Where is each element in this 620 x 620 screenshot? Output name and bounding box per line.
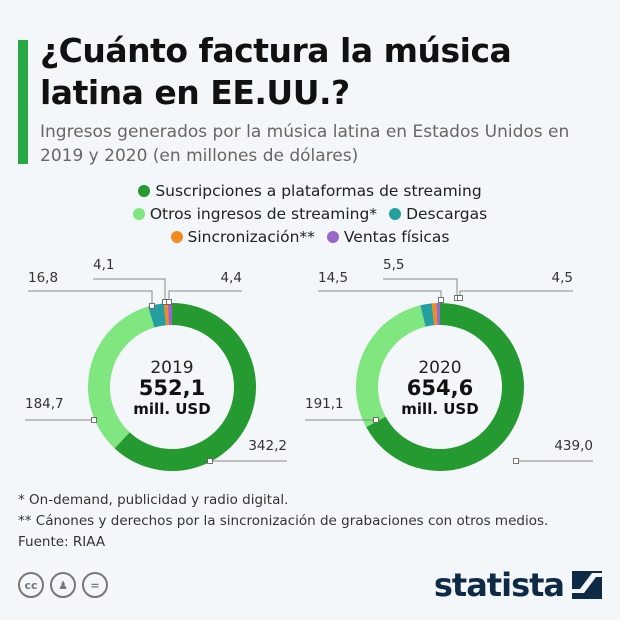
data-label: 191,1 [305,396,344,412]
donut-slice [167,303,172,326]
leader-line [459,290,573,298]
legend-label: Otros ingresos de streaming* [149,205,378,223]
donut-slice [114,303,257,472]
leader-marker [457,295,463,301]
leader-marker [149,303,155,309]
legend-item: Ventas físicas [326,226,450,249]
footnote: * On-demand, publicidad y radio digital. [18,492,289,508]
data-label: 342,2 [248,438,287,454]
legend-label: Descargas [406,205,488,223]
leader-line [28,290,153,306]
leader-marker [513,458,519,464]
leader-marker [207,458,213,464]
footnotes: * On-demand, publicidad y radio digital.… [18,490,548,553]
attribution-icon: ♟ [50,572,76,598]
legend-label: Ventas físicas [343,228,450,246]
donut-slice [163,303,169,326]
center-total: 552,1 [139,376,205,400]
source: Fuente: RIAA [18,534,106,550]
legend-label: Sincronización** [187,228,315,246]
data-label: 14,5 [318,270,348,286]
donut-slice [88,306,155,449]
data-label: 4,4 [221,270,242,286]
center-unit: mill. USD [401,400,478,418]
center-total: 654,6 [407,376,473,400]
data-label: 5,5 [383,257,404,273]
cc-icon: cc [18,572,44,598]
legend-swatch [389,208,402,220]
leader-line [168,290,242,302]
leader-line [93,278,166,302]
legend-swatch [138,185,151,197]
legend-swatch [132,208,145,220]
leader-marker [91,417,97,423]
brand-name: statista [433,566,565,604]
donut-slice [436,303,440,326]
donut-slice [355,305,426,428]
donut-slice [420,303,435,327]
title-accent-bar [18,40,28,164]
legend-swatch [326,231,339,243]
center-year: 2019 [150,358,193,378]
center-year: 2020 [418,358,461,378]
legend-swatch [170,231,183,243]
subtitle: Ingresos generados por la música latina … [40,122,570,166]
data-label: 4,5 [552,270,573,286]
legend-item: Descargas [389,203,487,226]
statista-logo[interactable]: statista [434,566,602,604]
data-label: 4,1 [93,257,114,273]
license-icons[interactable]: cc ♟ = [18,572,108,598]
footnote: ** Cánones y derechos por la sincronizac… [18,513,549,529]
legend-item: Otros ingresos de streaming* [132,203,378,226]
no-derivatives-icon: = [82,572,108,598]
statista-logo-icon [572,571,602,599]
legend-label: Suscripciones a plataformas de streaming [155,182,482,200]
leader-marker [166,299,172,305]
data-label: 184,7 [25,396,64,412]
leader-line [383,278,458,298]
legend-item: Suscripciones a plataformas de streaming [138,180,482,203]
center-unit: mill. USD [133,400,210,418]
legend: Suscripciones a plataformas de streaming… [0,180,620,249]
leader-line [318,290,442,300]
legend-item: Sincronización** [170,226,315,249]
page-title: ¿Cuánto factura la música latina en EE.U… [40,31,512,112]
leader-marker [373,417,379,423]
data-label: 439,0 [554,438,593,454]
donut-slice [148,303,167,328]
leader-marker [438,297,444,303]
data-label: 16,8 [28,270,58,286]
donut-slice [431,303,438,326]
